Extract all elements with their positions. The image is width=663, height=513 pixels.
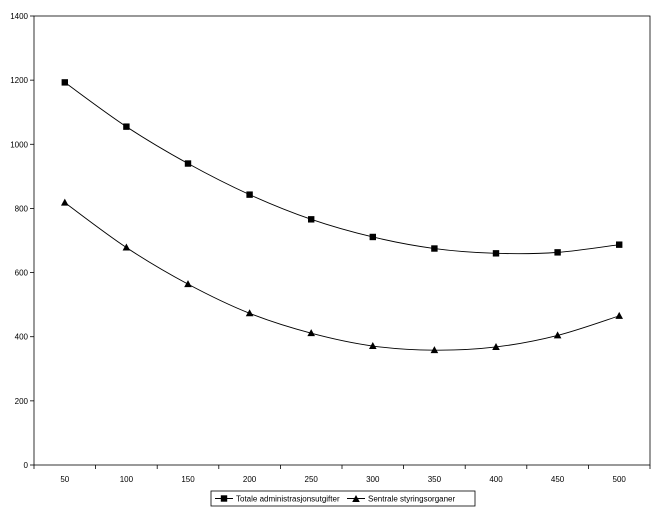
- data-point: [184, 160, 192, 167]
- legend-marker: [352, 495, 360, 502]
- data-point: [492, 342, 500, 350]
- x-tick-label: 200: [243, 475, 257, 484]
- data-point: [307, 329, 315, 337]
- data-point: [554, 249, 561, 256]
- data-point: [553, 331, 562, 339]
- x-tick-label: 400: [489, 475, 503, 484]
- data-point: [246, 191, 253, 198]
- chart-axes: 0 200 400 600 800 1000 1200 1400 50 100 150 200 250 3…: [10, 12, 651, 484]
- series-triangle: [61, 198, 623, 354]
- data-point: [308, 216, 315, 223]
- y-tick-label: 200: [15, 397, 29, 406]
- chart-legend: Totale administrasjonsutgifter Sentrale s…: [210, 490, 476, 507]
- y-tick-label: 1200: [10, 76, 28, 85]
- x-tick-label: 500: [613, 475, 627, 484]
- data-point: [615, 311, 623, 319]
- legend-marker: [220, 495, 228, 502]
- y-tick-label: 0: [24, 461, 29, 470]
- x-tick-label: 300: [366, 475, 380, 484]
- x-tick-label: 450: [551, 475, 565, 484]
- data-point: [430, 346, 439, 354]
- y-tick-label: 800: [15, 204, 29, 213]
- data-point: [184, 280, 192, 288]
- data-point: [616, 241, 623, 248]
- y-tick-label: 600: [15, 269, 29, 278]
- legend-box: [210, 490, 476, 507]
- x-tick-label: 150: [181, 475, 195, 484]
- series-square: [61, 79, 623, 257]
- x-tick-label: 250: [305, 475, 319, 484]
- plot-area-frame: [33, 15, 651, 466]
- data-point: [123, 123, 130, 130]
- data-point: [122, 243, 131, 251]
- data-point: [369, 233, 376, 241]
- legend-label: Totale administrasjonsutgifter: [236, 495, 340, 504]
- data-point: [369, 342, 377, 350]
- legend-label: Sentrale styringsorganer: [368, 495, 455, 504]
- y-tick-label: 1400: [10, 12, 28, 21]
- series-line: [64, 82, 620, 255]
- data-point: [61, 79, 68, 86]
- x-tick-label: 50: [60, 475, 69, 484]
- y-tick-label: 400: [15, 333, 29, 342]
- y-tick-label: 1000: [10, 140, 28, 149]
- legend-entry: Totale administrasjonsutgifter: [215, 495, 340, 504]
- x-tick-label: 100: [120, 475, 134, 484]
- chart-series: [61, 79, 623, 354]
- data-point: [492, 250, 500, 257]
- data-point: [245, 309, 254, 317]
- x-tick-label: 350: [428, 475, 442, 484]
- legend-entry: Sentrale styringsorganer: [347, 495, 455, 504]
- data-point: [431, 245, 438, 252]
- data-point: [61, 198, 69, 206]
- series-line: [64, 202, 620, 351]
